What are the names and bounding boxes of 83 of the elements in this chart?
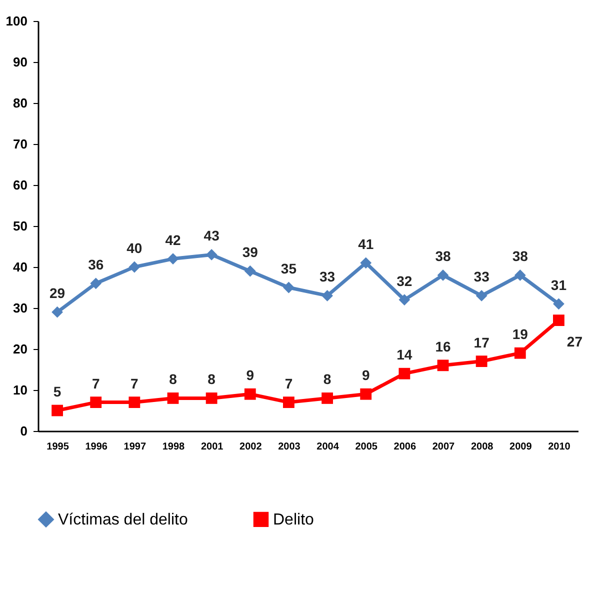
point [283,282,294,294]
x-tick-label: 2009 [510,442,532,452]
point [167,253,179,264]
data-label: 41 [358,236,374,252]
point [553,314,564,326]
point [52,404,63,416]
legend-label: Delito [273,511,314,528]
point [514,270,526,281]
point [437,360,449,372]
data-label: 14 [396,346,412,363]
point [90,278,102,290]
point [244,388,256,400]
point [514,347,526,359]
data-label: 43 [204,228,220,244]
data-label: 38 [435,248,451,264]
x-tick-label: 2003 [278,442,301,452]
point [360,388,372,400]
point [206,249,218,260]
data-label: 9 [362,367,370,384]
point [553,298,564,310]
x-tick-label: 1995 [46,442,70,452]
data-label: 29 [49,285,66,302]
data-label: 7 [92,375,100,392]
data-label: 33 [474,268,490,285]
data-label: 33 [319,268,336,285]
x-tick-label: 2008 [470,442,494,452]
legend-label: Víctimas del delito [58,511,188,528]
point [90,396,102,408]
data-label: 8 [169,371,178,388]
point [128,261,140,273]
data-label: 36 [88,256,104,272]
data-label: 5 [53,384,62,400]
data-label: 27 [566,333,583,350]
y-tick-label: 20 [13,342,28,356]
point [206,392,218,404]
x-tick-label: 2010 [548,442,571,452]
y-tick-label: 100 [6,14,28,28]
point [167,392,179,404]
data-label: 8 [323,371,332,388]
point [244,265,256,277]
data-label: 9 [246,367,254,384]
y-tick-label: 30 [13,300,28,316]
data-label: 31 [550,276,567,293]
x-tick-label: 2001 [200,442,224,452]
point [360,257,372,269]
x-tick-label: 1998 [162,442,186,452]
x-tick-label: 2005 [355,442,378,452]
data-label: 42 [165,232,181,248]
y-tick-label: 10 [13,382,28,398]
data-label: 7 [130,375,139,392]
point [283,396,294,408]
point [322,392,333,404]
y-tick-label: 40 [13,260,28,274]
data-label: 7 [284,375,293,392]
x-tick-label: 2006 [394,442,416,452]
data-label: 16 [435,338,451,354]
point [476,356,488,367]
data-label: 38 [512,248,528,264]
point [398,368,410,380]
point [52,306,63,318]
y-tick-label: 50 [13,218,28,234]
data-label: 32 [396,272,412,289]
point [398,294,410,306]
y-tick-label: 80 [13,96,28,110]
x-tick-label: 2007 [432,442,456,452]
data-label: 40 [126,240,142,256]
y-tick-label: 70 [13,136,28,152]
x-tick-label: 2002 [240,442,262,452]
point [437,270,449,281]
data-label: 19 [512,326,528,342]
x-tick-label: 2004 [316,442,340,452]
point [322,290,333,302]
data-label: 17 [474,334,490,350]
data-label: 35 [280,260,297,276]
x-tick-label: 1997 [124,442,146,452]
data-label: 39 [242,244,258,260]
point [476,290,488,302]
data-label: 8 [208,371,216,388]
y-tick-label: 60 [13,178,28,192]
y-tick-label: 90 [13,54,28,70]
point [128,396,140,408]
y-tick-label: 0 [20,424,28,438]
x-tick-label: 1996 [85,442,108,452]
